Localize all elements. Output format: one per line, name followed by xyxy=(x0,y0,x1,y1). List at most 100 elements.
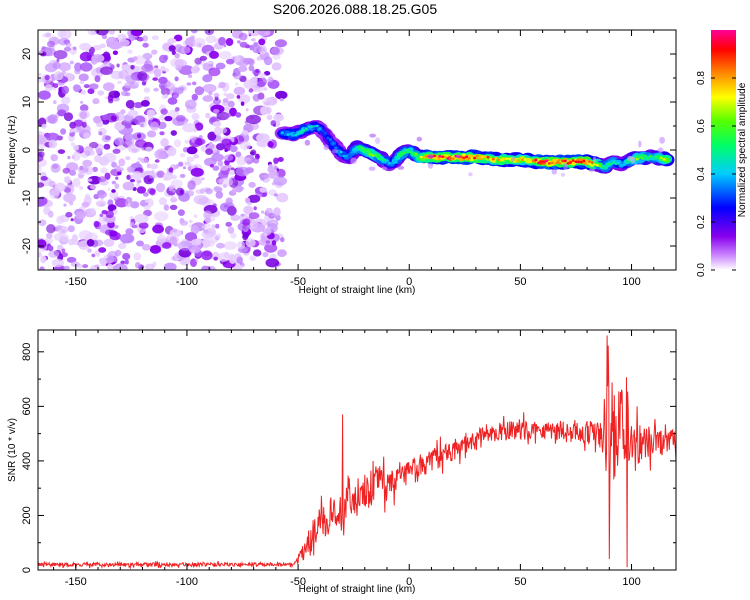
spectrogram-xtick-label: 50 xyxy=(514,276,526,288)
ridge-mark xyxy=(518,157,522,160)
noise-blob xyxy=(240,101,245,106)
noise-blob xyxy=(152,224,165,234)
snr-ytick-label: 400 xyxy=(21,452,33,470)
colorbar-tick-label: 0.6 xyxy=(696,119,707,133)
ridge-mark xyxy=(355,145,359,149)
noise-blob xyxy=(167,38,177,44)
noise-blob xyxy=(205,35,217,44)
noise-blob xyxy=(114,183,120,189)
noise-blob xyxy=(235,112,242,118)
noise-blob xyxy=(95,200,107,208)
noise-blob xyxy=(86,239,95,247)
noise-blob xyxy=(92,166,98,172)
noise-blob xyxy=(268,170,279,179)
noise-blob xyxy=(159,131,165,136)
noise-blob xyxy=(151,49,158,55)
ridge-mark xyxy=(539,160,543,164)
noise-blob xyxy=(230,214,241,221)
noise-blob xyxy=(193,194,209,205)
noise-blob xyxy=(53,100,57,105)
noise-blob xyxy=(243,205,254,215)
noise-blob xyxy=(46,224,56,234)
noise-blob xyxy=(73,119,84,127)
noise-blob xyxy=(153,87,159,92)
noise-blob xyxy=(233,72,242,80)
ridge-mark xyxy=(417,157,421,160)
noise-blob xyxy=(190,35,196,39)
ridge-mark xyxy=(590,161,594,164)
ridge-mark xyxy=(350,151,354,154)
noise-blob xyxy=(79,62,93,72)
noise-blob xyxy=(261,174,270,183)
noise-blob xyxy=(205,188,213,195)
ridge-speckle xyxy=(468,172,473,177)
ridge-mark xyxy=(363,148,367,151)
noise-blob xyxy=(258,72,266,79)
spectrogram-ytick-label: 10 xyxy=(21,96,33,108)
ridge-mark xyxy=(491,157,495,161)
ridge-mark xyxy=(283,133,287,136)
noise-blob xyxy=(111,161,117,168)
noise-blob xyxy=(247,30,261,37)
noise-blob xyxy=(245,197,251,203)
noise-blob xyxy=(154,65,159,69)
noise-blob xyxy=(223,112,232,118)
noise-blob xyxy=(90,207,96,214)
noise-blob xyxy=(75,211,86,220)
noise-blob xyxy=(156,235,167,243)
ridge-speckle xyxy=(562,163,569,170)
noise-blob xyxy=(260,143,267,148)
noise-blob xyxy=(96,252,101,257)
noise-blob xyxy=(64,176,71,184)
noise-blob xyxy=(111,189,116,193)
ridge-mark xyxy=(393,159,397,163)
noise-blob xyxy=(178,161,184,167)
noise-blob xyxy=(49,189,60,200)
spectrogram-xlabel: Height of straight line (km) xyxy=(299,285,416,296)
noise-blob xyxy=(72,46,77,51)
noise-blob xyxy=(136,133,142,139)
noise-blob xyxy=(67,155,71,160)
noise-blob xyxy=(69,170,77,176)
noise-blob xyxy=(40,176,48,181)
noise-blob xyxy=(38,251,42,258)
noise-blob xyxy=(128,33,136,42)
noise-blob xyxy=(74,68,81,75)
ridge-mark xyxy=(302,129,306,132)
snr-xtick-label: 100 xyxy=(622,576,640,588)
noise-blob xyxy=(124,259,129,265)
colorbar-tick-label: 0.4 xyxy=(696,167,707,181)
noise-blob xyxy=(191,93,198,101)
noise-blob xyxy=(83,84,90,89)
noise-blob xyxy=(215,62,226,70)
snr-ytick-label: 0 xyxy=(21,567,33,573)
noise-blob xyxy=(187,180,196,191)
noise-blob xyxy=(223,44,227,48)
noise-blob xyxy=(149,245,161,254)
noise-blob xyxy=(124,133,134,141)
noise-blob xyxy=(274,39,287,48)
noise-blob xyxy=(223,204,229,208)
noise-blob xyxy=(163,94,168,99)
noise-blob xyxy=(132,171,142,181)
noise-blob xyxy=(91,54,105,63)
noise-blob xyxy=(41,123,47,129)
ridge-mark xyxy=(369,153,373,156)
ridge-speckle xyxy=(560,172,566,177)
noise-blob xyxy=(173,34,183,42)
ridge-mark xyxy=(451,157,455,160)
noise-blob xyxy=(215,223,220,229)
ridge-mark xyxy=(593,163,597,166)
noise-blob xyxy=(79,42,91,51)
noise-blob xyxy=(92,98,100,105)
noise-blob xyxy=(172,189,176,193)
noise-blob xyxy=(262,97,274,107)
noise-blob xyxy=(201,177,205,181)
noise-blob xyxy=(259,187,268,193)
noise-blob xyxy=(94,75,101,83)
noise-blob xyxy=(48,250,60,258)
noise-blob xyxy=(38,90,51,100)
noise-blob xyxy=(153,211,169,222)
